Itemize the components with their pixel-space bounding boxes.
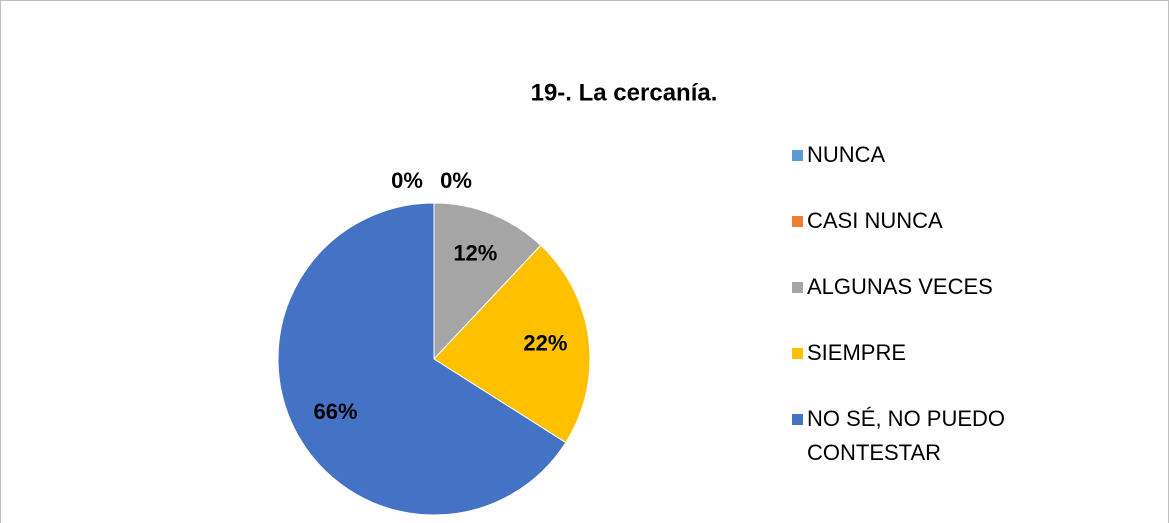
data-label: 66% bbox=[314, 399, 358, 424]
data-label: 12% bbox=[453, 240, 497, 265]
data-label: 22% bbox=[523, 331, 567, 356]
pie-slice bbox=[277, 202, 567, 516]
legend-label: NO SÉ, NO PUEDO CONTESTAR bbox=[807, 406, 1006, 465]
legend-swatch bbox=[792, 414, 803, 425]
legend-swatch bbox=[792, 150, 803, 161]
legend-item: NUNCA bbox=[792, 138, 1032, 172]
data-label: 0% bbox=[440, 168, 472, 193]
chart-title: 19-. La cercanía. bbox=[531, 79, 718, 106]
legend-label: ALGUNAS VECES bbox=[807, 274, 993, 299]
legend-swatch bbox=[792, 216, 803, 227]
pie-slice bbox=[433, 244, 591, 444]
data-label: 0% bbox=[391, 168, 423, 193]
legend-item: CASI NUNCA bbox=[792, 204, 1032, 238]
legend-item: ALGUNAS VECES bbox=[792, 270, 1032, 304]
legend-label: NUNCA bbox=[807, 142, 886, 167]
legend-swatch bbox=[792, 348, 803, 359]
legend-swatch bbox=[792, 282, 803, 293]
legend-label: SIEMPRE bbox=[807, 340, 907, 365]
legend-item: NO SÉ, NO PUEDO CONTESTAR bbox=[792, 402, 1032, 470]
pie-slice bbox=[433, 202, 542, 361]
legend: NUNCA CASI NUNCA ALGUNAS VECES SIEMPRE NO SÉ… bbox=[792, 138, 1032, 502]
legend-label: CASI NUNCA bbox=[807, 208, 943, 233]
legend-item: SIEMPRE bbox=[792, 336, 1032, 370]
